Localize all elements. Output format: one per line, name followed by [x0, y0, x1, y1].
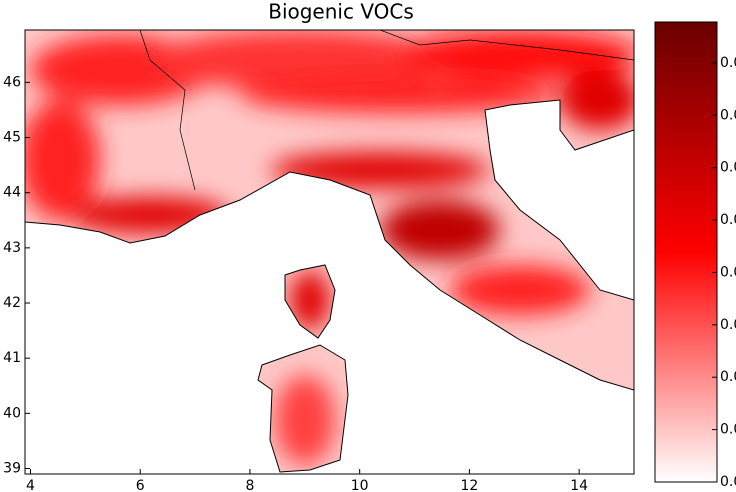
- colorbar: [654, 21, 718, 483]
- x-tick-label: 6: [136, 478, 145, 492]
- x-tick-label: 8: [245, 478, 254, 492]
- colorbar-tick-label: 0.07: [720, 107, 736, 123]
- colorbar-tick-label: 0.05: [720, 212, 736, 228]
- coastline: [25, 99, 634, 473]
- y-tick-label: 40: [3, 405, 21, 421]
- y-tick-label: 39: [3, 460, 21, 476]
- map-field: [25, 30, 634, 474]
- chart-title: Biogenic VOCs: [268, 0, 414, 24]
- plot-frame: [24, 29, 635, 475]
- emission-blobs: [25, 30, 634, 465]
- x-tick-label: 12: [460, 478, 478, 492]
- colorbar-tick-label: 0.01: [720, 422, 736, 438]
- y-tick-label: 45: [3, 130, 21, 146]
- colorbar-tick-label: 0.06: [720, 160, 736, 176]
- colorbar-tick-label: 0.00: [720, 474, 736, 490]
- y-tick-label: 44: [3, 185, 21, 201]
- x-tick-label: 4: [26, 478, 35, 492]
- colorbar-tick-label: 0.08: [720, 55, 736, 71]
- colorbar-tick-label: 0.03: [720, 317, 736, 333]
- x-tick-label: 14: [570, 478, 588, 492]
- y-tick-label: 46: [3, 74, 21, 90]
- colorbar-tick-label: 0.02: [720, 369, 736, 385]
- y-tick-label: 42: [3, 295, 21, 311]
- y-tick-label: 41: [3, 350, 21, 366]
- colorbar-tick-label: 0.04: [720, 264, 736, 280]
- y-tick-label: 43: [3, 240, 21, 256]
- borders: [139, 30, 634, 191]
- x-tick-label: 10: [351, 478, 369, 492]
